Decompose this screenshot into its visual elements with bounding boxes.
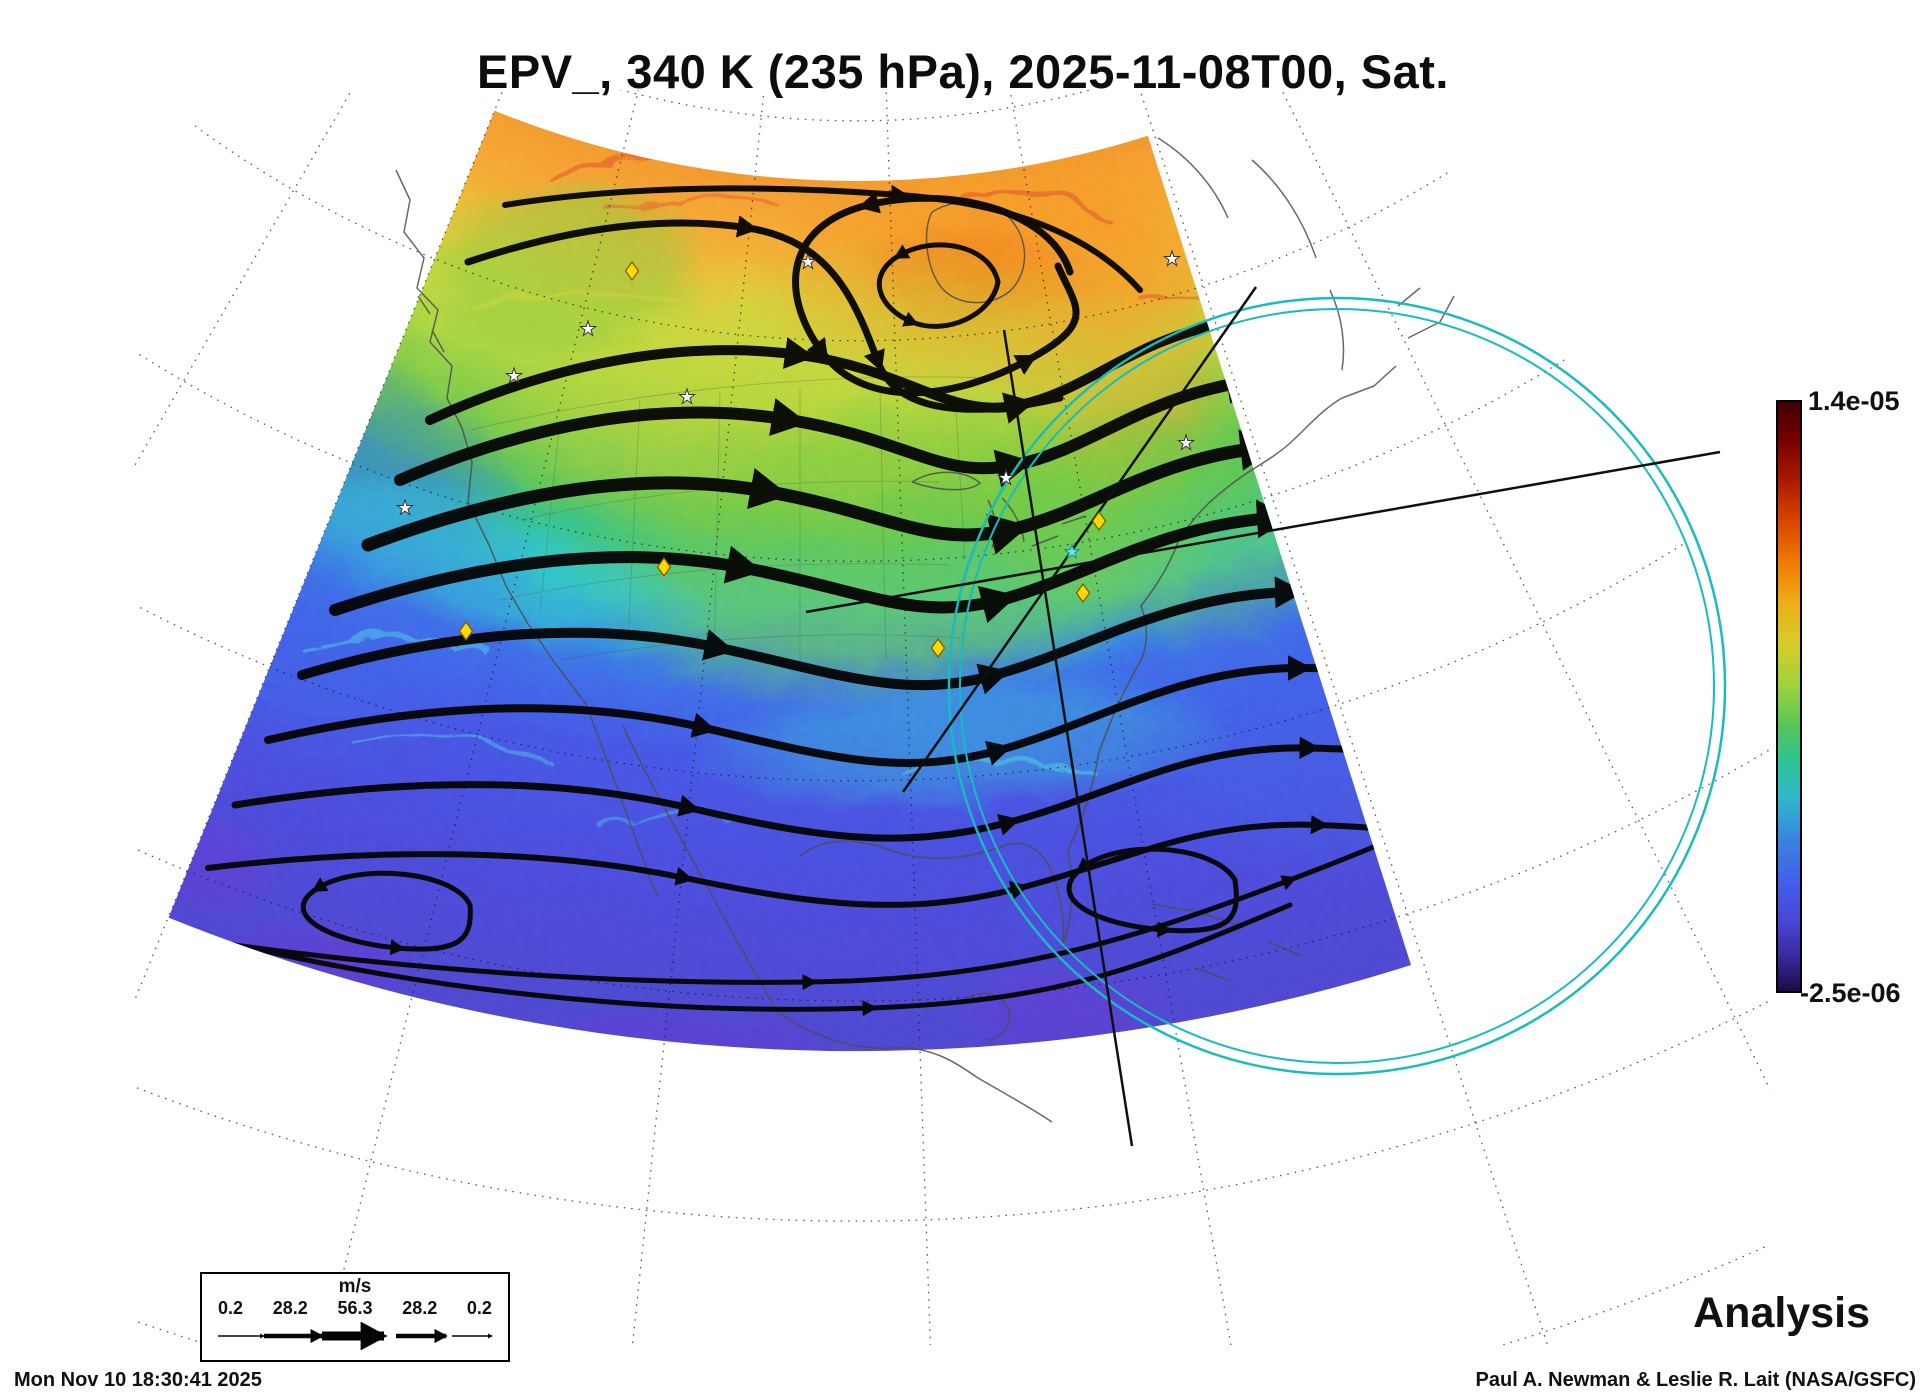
wind-legend-arrows xyxy=(218,1321,493,1351)
colorbar-min-label: -2.5e-06 xyxy=(1800,978,1901,1008)
colorbar-max-label: 1.4e-05 xyxy=(1808,386,1900,416)
wind-speed-legend: m/s 0.2 28.2 56.3 28.2 0.2 xyxy=(200,1272,510,1362)
wind-tick: 0.2 xyxy=(218,1298,244,1318)
range-circle xyxy=(947,296,1727,1076)
wind-tick: 28.2 xyxy=(402,1298,438,1318)
wind-tick: 0.2 xyxy=(466,1298,492,1318)
page-title: EPV_, 340 K (235 hPa), 2025-11-08T00, Sa… xyxy=(477,45,1449,98)
wind-tick: 28.2 xyxy=(272,1298,308,1318)
wind-legend-units: m/s xyxy=(338,1276,372,1297)
generation-timestamp: Mon Nov 10 18:30:41 2025 xyxy=(14,1369,262,1391)
analysis-label: Analysis xyxy=(1693,1289,1870,1337)
colorbar xyxy=(1776,400,1802,993)
credit-text: Paul A. Newman & Leslie R. Lait (NASA/GS… xyxy=(1475,1369,1916,1391)
wind-tick: 56.3 xyxy=(337,1298,373,1318)
cross-section-lines xyxy=(805,286,1721,1147)
wind-legend-ticks: 0.2 28.2 56.3 28.2 0.2 xyxy=(202,1298,508,1319)
